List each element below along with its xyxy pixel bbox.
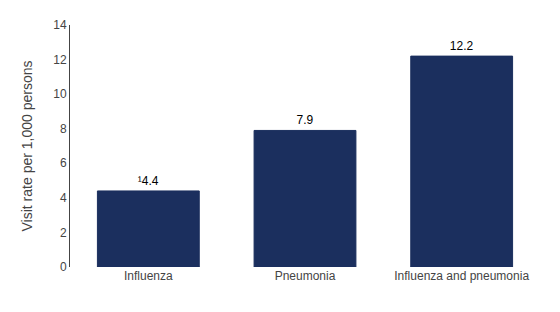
svg-text:Influenza: Influenza [124,269,173,283]
svg-text:4: 4 [60,191,67,205]
svg-text:Visit rate per 1,000 persons: Visit rate per 1,000 persons [19,61,35,232]
svg-text:10: 10 [53,87,67,101]
svg-text:¹4.4: ¹4.4 [138,174,159,188]
svg-text:0: 0 [60,260,67,274]
svg-text:7.9: 7.9 [296,113,313,127]
svg-text:12.2: 12.2 [450,39,474,53]
svg-text:8: 8 [60,122,67,136]
svg-text:Influenza and pneumonia: Influenza and pneumonia [394,269,529,283]
svg-text:Pneumonia: Pneumonia [275,269,336,283]
svg-text:6: 6 [60,156,67,170]
svg-text:2: 2 [60,226,67,240]
svg-text:14: 14 [53,18,67,32]
svg-text:12: 12 [53,53,67,67]
